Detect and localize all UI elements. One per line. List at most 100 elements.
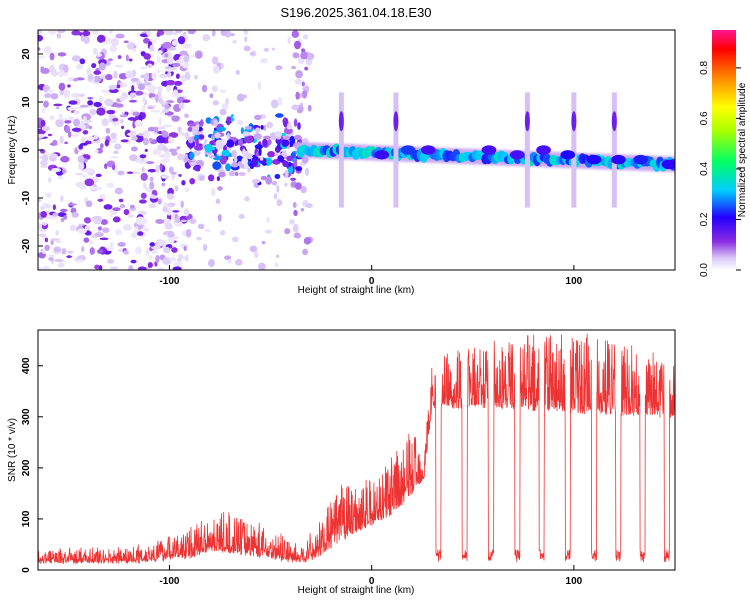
noise-blob	[67, 76, 75, 82]
noise-blob	[213, 132, 221, 139]
noise-blob	[79, 58, 86, 65]
noise-blob	[258, 262, 266, 270]
noise-blob	[47, 176, 52, 183]
noise-blob	[184, 186, 189, 193]
noise-blob	[175, 216, 181, 223]
noise-blob	[80, 34, 85, 42]
burst-blob	[238, 138, 244, 147]
noise-blob	[139, 67, 148, 70]
noise-blob	[71, 127, 82, 132]
noise-blob	[295, 91, 300, 100]
noise-blob	[168, 257, 177, 262]
noise-blob	[113, 70, 118, 79]
chart-title: S196.2025.361.04.18.E30	[280, 5, 431, 20]
burst-blob	[208, 154, 216, 159]
burst-blob	[217, 126, 226, 132]
colorbar-gradient	[712, 30, 736, 270]
burst-blob	[275, 113, 284, 118]
noise-blob	[41, 249, 47, 254]
noise-blob	[110, 38, 119, 46]
noise-blob	[261, 240, 266, 245]
noise-blob	[140, 158, 145, 162]
noise-blob	[180, 219, 188, 223]
noise-blob	[167, 230, 175, 238]
noise-blob	[112, 207, 121, 212]
carrier-peak	[420, 145, 436, 155]
noise-blob	[234, 258, 243, 266]
noise-blob	[73, 77, 79, 82]
burst-blob	[225, 163, 231, 172]
burst-blob	[226, 116, 232, 122]
noise-blob	[253, 114, 262, 121]
noise-blob	[287, 122, 292, 129]
noise-blob	[73, 118, 81, 127]
noise-blob	[276, 199, 283, 207]
noise-blob	[208, 258, 215, 268]
noise-blob	[188, 30, 197, 35]
noise-blob	[93, 135, 99, 140]
burst-blob	[188, 152, 195, 160]
noise-blob	[242, 131, 251, 137]
colorbar-ticks: 0.0 0.2 0.4 0.6 0.8	[699, 61, 741, 277]
noise-blob	[112, 216, 121, 223]
noise-blob	[159, 73, 168, 79]
burst-blob	[213, 119, 218, 127]
noise-blob	[177, 36, 186, 45]
noise-blob	[301, 156, 309, 164]
noise-blob	[273, 192, 278, 200]
noise-blob	[275, 65, 283, 71]
noise-blob	[197, 223, 205, 230]
noise-blob	[57, 52, 67, 57]
noise-blob	[249, 52, 255, 56]
carrier-peak	[481, 145, 497, 155]
noise-blob	[84, 178, 95, 187]
noise-blob	[231, 236, 239, 243]
noise-blob	[67, 203, 78, 206]
burst-blob	[189, 161, 198, 166]
noise-blob	[49, 52, 55, 61]
noise-blob	[92, 186, 103, 191]
noise-blob	[92, 30, 100, 35]
noise-blob	[168, 132, 179, 138]
noise-blob	[156, 55, 161, 64]
noise-blob	[236, 93, 245, 102]
noise-blob	[141, 167, 145, 172]
noise-blob	[130, 259, 137, 264]
noise-blob	[114, 103, 124, 108]
noise-blob	[153, 126, 159, 133]
noise-blob	[165, 84, 172, 93]
noise-blob	[67, 250, 74, 254]
carrier-peak	[611, 154, 626, 165]
noise-blob	[166, 79, 176, 86]
noise-blob	[182, 43, 192, 49]
burst-blob	[193, 144, 203, 151]
noise-blob	[107, 258, 115, 264]
noise-blob	[123, 209, 130, 216]
noise-blob	[52, 139, 58, 145]
noise-blob	[244, 196, 250, 202]
burst-blob	[204, 143, 213, 153]
noise-blob	[174, 185, 179, 192]
noise-blob	[156, 32, 161, 38]
noise-blob	[43, 100, 49, 108]
noise-blob	[249, 245, 258, 253]
noise-blob	[162, 202, 169, 206]
noise-blob	[142, 37, 150, 44]
noise-blob	[131, 135, 138, 141]
noise-blob	[220, 62, 224, 70]
noise-blob	[147, 262, 153, 268]
noise-blob	[83, 35, 90, 45]
noise-blob	[302, 33, 309, 40]
noise-blob	[170, 171, 177, 175]
noise-blob	[300, 186, 307, 194]
noise-blob	[84, 225, 90, 231]
noise-blob	[199, 175, 205, 181]
burst-blob	[262, 135, 271, 140]
vertical-spike-core	[571, 111, 577, 132]
noise-blob	[185, 72, 191, 80]
noise-blob	[115, 33, 125, 39]
noise-blob	[156, 135, 166, 144]
noise-blob	[79, 185, 87, 190]
noise-blob	[129, 99, 138, 103]
noise-blob	[293, 158, 298, 168]
